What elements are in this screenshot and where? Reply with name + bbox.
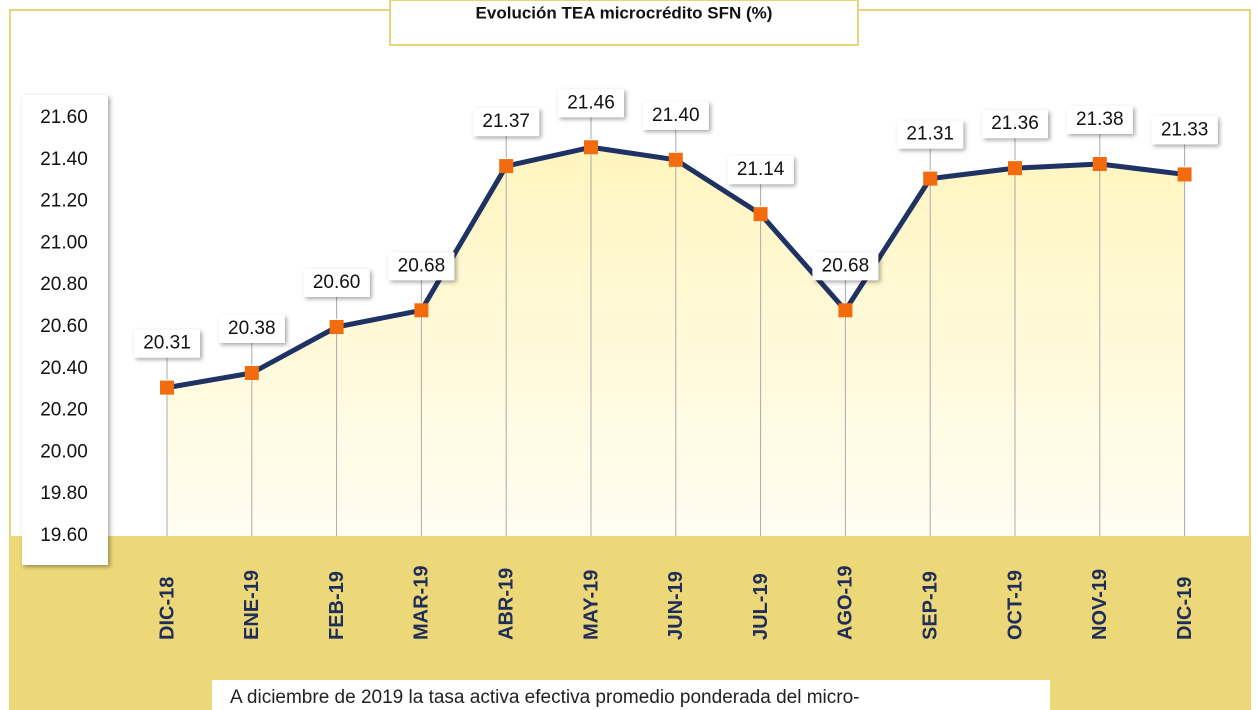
y-axis-panel	[22, 95, 108, 565]
data-label: 21.33	[1161, 119, 1209, 140]
marker	[1177, 167, 1192, 182]
y-tick-label: 20.40	[40, 358, 88, 379]
marker	[838, 303, 853, 318]
marker	[1008, 161, 1022, 176]
x-tick-label: ABR-19	[495, 568, 517, 640]
title-box	[389, 0, 859, 46]
caption-box	[212, 680, 1050, 710]
data-label: 21.46	[567, 92, 615, 113]
x-tick-label: JUN-19	[665, 571, 687, 640]
x-tick-label: AGO-19	[835, 566, 857, 640]
data-label: 21.31	[906, 124, 954, 145]
x-tick-label: FEB-19	[326, 571, 348, 640]
data-label: 21.37	[482, 111, 530, 132]
marker	[923, 171, 938, 186]
data-label: 20.31	[143, 333, 191, 354]
y-tick-label: 21.60	[40, 107, 88, 128]
y-tick-label: 21.40	[40, 149, 88, 170]
caption: A diciembre de 2019 la tasa activa efect…	[230, 687, 859, 708]
label-box	[982, 110, 1048, 139]
x-tick-label: NOV-19	[1089, 569, 1111, 640]
marker	[753, 207, 768, 222]
y-tick-label: 20.80	[40, 274, 88, 295]
y-tick-label: 20.20	[40, 400, 88, 421]
label-box	[558, 89, 624, 118]
label-box	[812, 252, 879, 281]
data-label: 20.68	[822, 255, 870, 276]
data-label: 20.38	[228, 318, 276, 339]
x-tick-label: DIC-19	[1174, 577, 1196, 640]
x-tick-label: SEP-19	[919, 571, 941, 640]
x-tick-label: OCT-19	[1004, 570, 1026, 640]
y-tick-label: 21.20	[40, 191, 88, 212]
label-box	[1151, 116, 1218, 145]
marker	[160, 380, 174, 395]
data-label: 21.40	[652, 105, 700, 126]
chart-title: Evolución TEA microcrédito SFN (%)	[476, 3, 773, 22]
marker	[499, 159, 514, 174]
marker	[414, 303, 429, 318]
data-label: 21.38	[1076, 109, 1124, 130]
label-box	[642, 101, 709, 130]
label-box	[473, 108, 540, 137]
x-tick-label: MAY-19	[580, 570, 602, 640]
x-tick-label: JUL-19	[750, 573, 772, 640]
data-label: 21.36	[991, 113, 1039, 134]
y-tick-label: 19.60	[40, 525, 88, 546]
marker	[329, 320, 344, 334]
label-box	[897, 120, 964, 149]
label-box	[303, 269, 370, 297]
y-tick-label: 20.00	[40, 441, 88, 462]
y-tick-label: 20.60	[40, 316, 88, 337]
label-box	[218, 314, 285, 343]
x-tick-label: MAR-19	[411, 566, 433, 640]
marker	[1092, 156, 1107, 171]
label-box	[727, 156, 794, 185]
data-label: 21.14	[737, 159, 785, 180]
x-tick-label: ENE-19	[241, 570, 263, 640]
marker	[584, 140, 598, 155]
marker	[668, 152, 683, 167]
label-box	[388, 252, 455, 281]
y-tick-label: 19.80	[40, 483, 88, 504]
label-box	[1066, 105, 1133, 134]
data-label: 20.60	[313, 272, 361, 293]
label-box	[134, 329, 200, 358]
y-tick-label: 21.00	[40, 232, 88, 253]
data-label: 20.68	[398, 255, 446, 276]
marker	[244, 365, 259, 380]
x-tick-label: DIC-18	[156, 577, 178, 640]
